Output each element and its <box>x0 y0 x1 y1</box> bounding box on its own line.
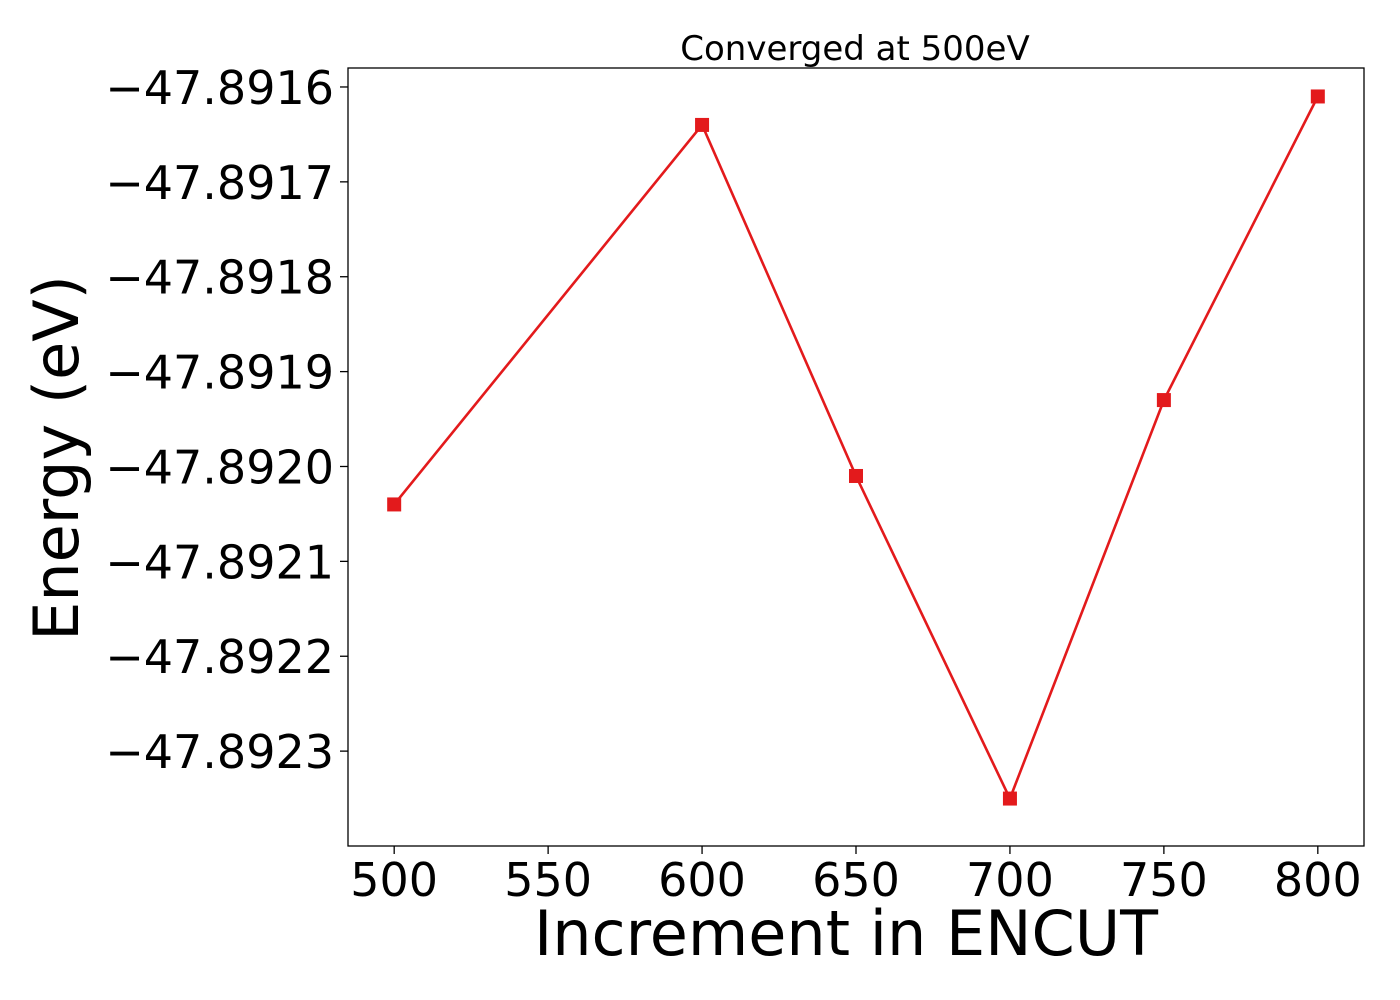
y-tick-label: −47.8921 <box>105 535 334 589</box>
x-axis-label: Increment in ENCUT <box>534 897 1159 970</box>
y-axis: −47.8916 −47.8917 −47.8918 −47.8919 −47.8920… <box>105 61 348 779</box>
x-tick-label: 750 <box>1120 853 1208 907</box>
y-tick-label: −47.8917 <box>105 156 334 210</box>
y-tick-label: −47.8922 <box>105 630 334 684</box>
data-point-marker <box>387 497 402 512</box>
x-axis: 500 550 600 650 700 750 800 <box>350 846 1362 907</box>
data-point-marker <box>849 468 863 483</box>
y-tick-label: −47.8919 <box>105 346 334 400</box>
y-tick-label: −47.8920 <box>105 440 334 494</box>
y-tick-label: −47.8918 <box>105 251 334 305</box>
y-axis-label: Energy (eV) <box>20 275 93 641</box>
x-tick-label: 650 <box>812 853 900 907</box>
series-line <box>393 95 1319 800</box>
x-tick-label: 550 <box>504 853 592 907</box>
data-point-marker <box>1156 393 1171 408</box>
chart-title: Converged at 500eV <box>680 29 1029 69</box>
y-tick-label: −47.8916 <box>105 61 334 115</box>
x-tick-label: 800 <box>1274 853 1362 907</box>
x-tick-label: 600 <box>658 853 746 907</box>
data-point-marker <box>695 117 710 132</box>
data-point-marker <box>1002 791 1017 806</box>
x-tick-label: 700 <box>966 853 1054 907</box>
data-point-marker <box>1310 89 1325 104</box>
plot-area <box>387 89 1325 806</box>
x-tick-label: 500 <box>350 853 438 907</box>
y-tick-label: −47.8923 <box>105 725 334 779</box>
